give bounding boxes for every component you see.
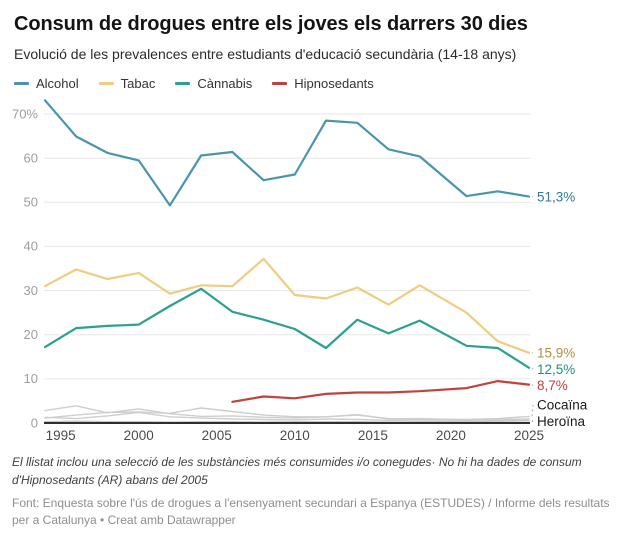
chart-legend: Alcohol Tabac Cànnabis Hipnosedants	[14, 76, 626, 91]
series-line-cànnabis	[45, 289, 529, 368]
legend-label: Tabac	[121, 76, 156, 91]
series-end-label-cocaïna: Cocaïna	[537, 398, 588, 413]
legend-item-cànnabis: Cànnabis	[175, 76, 252, 91]
x-tick-label: 2025	[514, 428, 544, 443]
legend-label: Cànnabis	[197, 76, 252, 91]
series-end-label-hipnosedants: 8,7%	[537, 378, 568, 393]
label-connector	[532, 385, 533, 386]
label-connector	[532, 368, 533, 369]
y-tick-label: 70%	[12, 106, 38, 121]
x-tick-label: 1995	[46, 428, 76, 443]
chart-note: El llistat inclou una selecció de les su…	[12, 454, 620, 489]
legend-item-alcohol: Alcohol	[14, 76, 79, 91]
chart-title: Consum de drogues entre els joves els da…	[14, 12, 626, 37]
y-tick-label: 60	[24, 151, 38, 166]
y-tick-label: 50	[24, 195, 38, 210]
x-tick-label: 2020	[436, 428, 466, 443]
legend-item-tabac: Tabac	[99, 76, 156, 91]
series-end-label-tabac: 15,9%	[537, 346, 575, 361]
chart-subtitle: Evolució de les prevalences entre estudi…	[14, 45, 626, 63]
legend-swatch-icon	[99, 82, 114, 85]
legend-label: Alcohol	[36, 76, 79, 91]
legend-swatch-icon	[175, 82, 190, 85]
line-chart: 0 10 20 30 40 50 60 70% 1995 2000 2005 2010 2015 2020…	[0, 92, 640, 444]
series-line-heroïna	[45, 421, 529, 422]
legend-swatch-icon	[272, 82, 287, 85]
series-end-label-alcohol: 51,3%	[537, 190, 575, 205]
y-tick-label: 0	[31, 415, 38, 430]
y-tick-label: 20	[24, 327, 38, 342]
series-end-label-heroïna: Heroïna	[537, 414, 586, 429]
series-end-label-cànnabis: 12,5%	[537, 362, 575, 377]
chart-card: Consum de drogues entre els joves els da…	[0, 12, 640, 530]
series-line-alcohol	[45, 100, 529, 205]
x-tick-label: 2010	[280, 428, 310, 443]
legend-label: Hipnosedants	[294, 76, 374, 91]
legend-item-hipnosedants: Hipnosedants	[272, 76, 374, 91]
y-tick-label: 10	[24, 371, 38, 386]
y-tick-label: 30	[24, 283, 38, 298]
label-connector	[532, 405, 533, 417]
series-line-hipnosedants	[232, 381, 529, 402]
series-line-tabac	[45, 259, 529, 353]
x-tick-label: 2015	[358, 428, 388, 443]
chart-source: Font: Enquesta sobre l'ús de drogues a l…	[12, 495, 612, 530]
x-tick-label: 2005	[202, 428, 232, 443]
legend-swatch-icon	[14, 82, 29, 85]
x-tick-label: 2000	[124, 428, 154, 443]
y-tick-label: 40	[24, 239, 38, 254]
